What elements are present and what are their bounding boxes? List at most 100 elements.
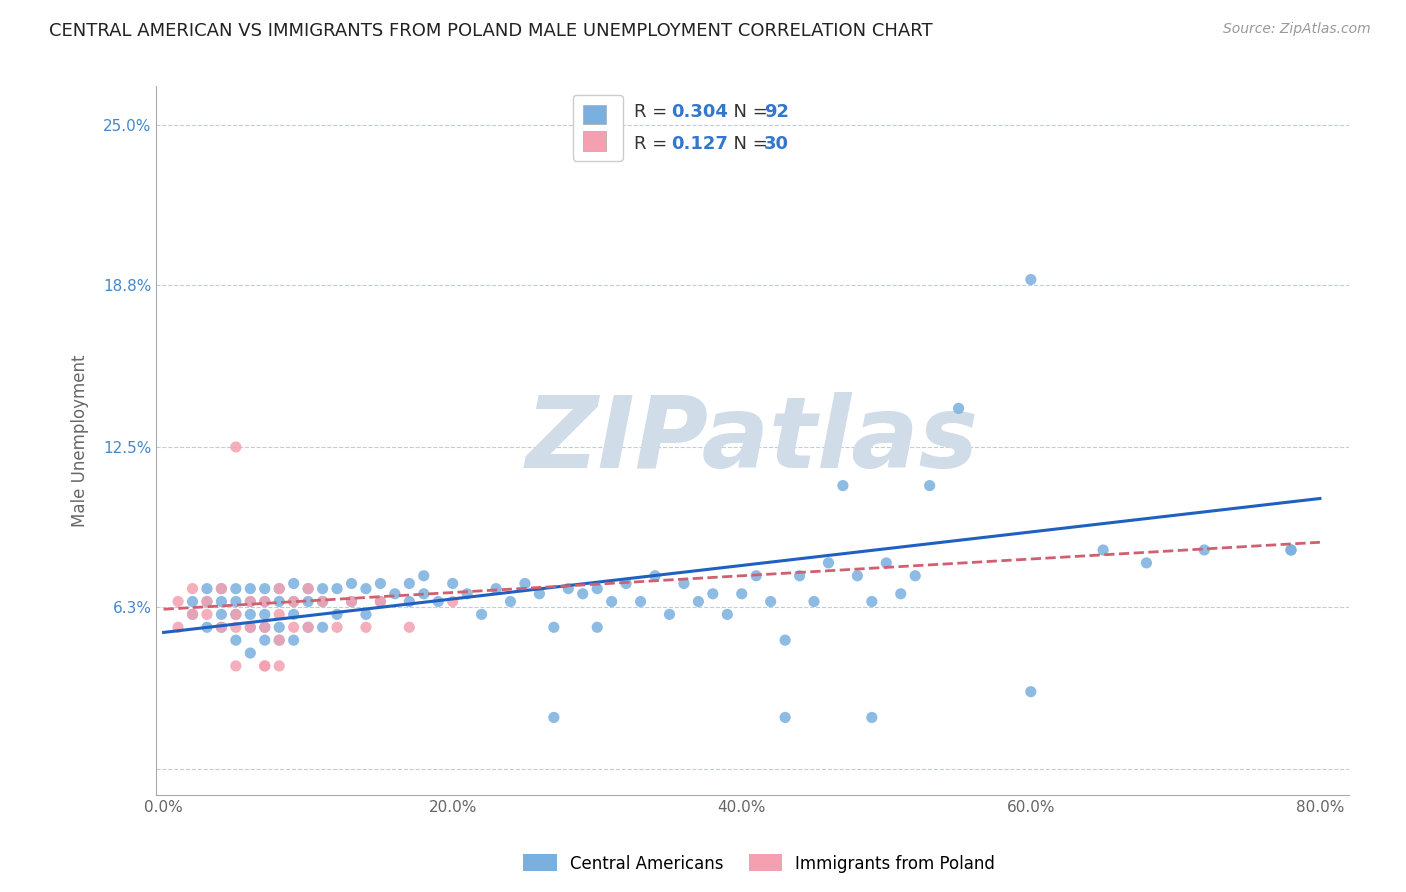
Text: 30: 30 xyxy=(763,135,789,153)
Point xyxy=(269,582,291,596)
Point xyxy=(658,607,681,622)
Point xyxy=(354,582,377,596)
Point xyxy=(370,594,392,608)
Point xyxy=(370,576,392,591)
Point xyxy=(209,607,232,622)
Y-axis label: Male Unemployment: Male Unemployment xyxy=(72,354,89,527)
Legend: Central Americans, Immigrants from Poland: Central Americans, Immigrants from Polan… xyxy=(517,847,1001,880)
Point xyxy=(759,594,782,608)
Point xyxy=(209,594,232,608)
Point xyxy=(297,582,319,596)
Point xyxy=(253,582,276,596)
Point xyxy=(370,594,392,608)
Point xyxy=(311,594,333,608)
Point xyxy=(297,594,319,608)
Point xyxy=(253,620,276,634)
Point xyxy=(195,607,218,622)
Point xyxy=(253,607,276,622)
Point xyxy=(297,582,319,596)
Point xyxy=(716,607,738,622)
Point xyxy=(745,568,768,582)
Text: N =: N = xyxy=(721,135,770,153)
Point xyxy=(239,646,262,660)
Point xyxy=(543,710,565,724)
Point xyxy=(181,607,204,622)
Point xyxy=(253,633,276,648)
Point xyxy=(326,607,349,622)
Point xyxy=(239,582,262,596)
Point xyxy=(672,576,695,591)
Point xyxy=(269,594,291,608)
Point xyxy=(529,587,551,601)
Point xyxy=(225,607,247,622)
Point xyxy=(586,582,609,596)
Point xyxy=(875,556,897,570)
Point xyxy=(543,620,565,634)
Point xyxy=(283,633,305,648)
Point xyxy=(614,576,637,591)
Point xyxy=(167,620,190,634)
Point xyxy=(904,568,927,582)
Point xyxy=(860,594,883,608)
Point xyxy=(269,633,291,648)
Point xyxy=(948,401,970,416)
Point xyxy=(225,607,247,622)
Point xyxy=(225,594,247,608)
Point xyxy=(326,582,349,596)
Point xyxy=(571,587,593,601)
Point xyxy=(340,594,363,608)
Point xyxy=(326,620,349,634)
Point xyxy=(195,594,218,608)
Point xyxy=(340,594,363,608)
Point xyxy=(773,633,796,648)
Point xyxy=(253,594,276,608)
Point xyxy=(471,607,494,622)
Point xyxy=(832,478,855,492)
Point xyxy=(398,576,420,591)
Point xyxy=(456,587,478,601)
Point xyxy=(253,659,276,673)
Point xyxy=(181,582,204,596)
Point xyxy=(586,620,609,634)
Point xyxy=(1194,543,1216,558)
Point xyxy=(644,568,666,582)
Text: ZIPatlas: ZIPatlas xyxy=(526,392,979,489)
Point xyxy=(283,607,305,622)
Point xyxy=(283,620,305,634)
Point xyxy=(253,659,276,673)
Point xyxy=(297,620,319,634)
Point xyxy=(398,594,420,608)
Text: N =: N = xyxy=(721,103,770,120)
Point xyxy=(427,594,450,608)
Point xyxy=(803,594,825,608)
Point xyxy=(269,620,291,634)
Point xyxy=(918,478,941,492)
Point xyxy=(283,594,305,608)
Point xyxy=(846,568,869,582)
Point xyxy=(283,594,305,608)
Point xyxy=(195,620,218,634)
Point xyxy=(239,594,262,608)
Point xyxy=(441,576,464,591)
Point xyxy=(225,440,247,454)
Text: R =: R = xyxy=(634,135,671,153)
Point xyxy=(412,568,434,582)
Point xyxy=(209,582,232,596)
Point xyxy=(167,594,190,608)
Point xyxy=(354,620,377,634)
Point xyxy=(789,568,811,582)
Point xyxy=(485,582,508,596)
Point xyxy=(499,594,522,608)
Point xyxy=(441,594,464,608)
Point xyxy=(1279,543,1302,558)
Point xyxy=(225,620,247,634)
Point xyxy=(225,633,247,648)
Point xyxy=(600,594,623,608)
Point xyxy=(384,587,406,601)
Point xyxy=(557,582,579,596)
Point xyxy=(731,587,754,601)
Text: 0.127: 0.127 xyxy=(671,135,728,153)
Point xyxy=(311,594,333,608)
Point xyxy=(398,620,420,634)
Point xyxy=(209,582,232,596)
